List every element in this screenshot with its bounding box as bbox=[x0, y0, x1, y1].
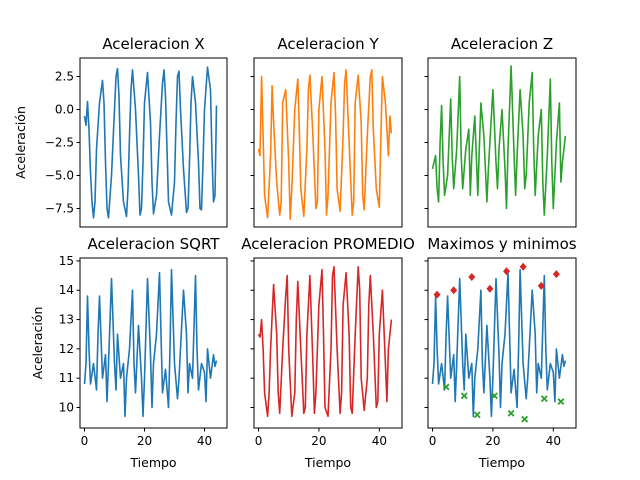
min-marker bbox=[473, 411, 481, 419]
min-marker bbox=[491, 392, 498, 400]
min-marker bbox=[540, 395, 548, 403]
x-axis-label: Tiempo bbox=[129, 455, 176, 470]
subplot-title: Aceleracion Z bbox=[451, 35, 553, 53]
series-line bbox=[83, 268, 218, 418]
y-axis-label: Aceleración bbox=[30, 307, 45, 380]
x-tick-label: 0 bbox=[255, 434, 263, 448]
max-marker bbox=[537, 281, 545, 290]
min-marker bbox=[507, 409, 515, 417]
x-tick-label: 20 bbox=[311, 434, 326, 448]
subplot-2: Aceleracion Y bbox=[250, 35, 403, 228]
subplot-5: 0 20 40 Aceleracion PROMEDIO Tiempo bbox=[241, 235, 415, 470]
subplot-title: Aceleracion X bbox=[102, 35, 204, 53]
max-marker bbox=[486, 284, 494, 293]
y-tick-label: 0.0 bbox=[55, 102, 74, 116]
y-tick-label: 11 bbox=[59, 371, 74, 385]
subplot-3: Aceleracion Z bbox=[424, 35, 577, 228]
subplot-title: Aceleracion PROMEDIO bbox=[241, 235, 415, 253]
x-tick-label: 20 bbox=[485, 434, 500, 448]
x-tick-label: 40 bbox=[372, 434, 387, 448]
y-tick-label: 2.5 bbox=[55, 69, 74, 83]
max-marker bbox=[450, 286, 458, 295]
subplot-title: Maximos y minimos bbox=[427, 235, 576, 253]
x-axis-label: Tiempo bbox=[478, 455, 525, 470]
series-line bbox=[431, 268, 567, 418]
y-axis-label: Aceleración bbox=[13, 106, 28, 179]
y-tick-label: 12 bbox=[59, 342, 74, 356]
axes-frame bbox=[427, 257, 577, 429]
series-line bbox=[257, 265, 393, 418]
subplot-4: 10 11 12 13 14 15 0 20 40 Aceleracion SQRT Tiempo A… bbox=[30, 235, 228, 470]
min-marker bbox=[521, 415, 529, 423]
axes-frame bbox=[79, 257, 228, 429]
y-tick-label: 13 bbox=[59, 313, 74, 327]
y-tick-label: −7.5 bbox=[45, 202, 74, 216]
x-tick-label: 0 bbox=[429, 434, 437, 448]
x-tick-label: 40 bbox=[197, 434, 212, 448]
min-marker bbox=[442, 383, 450, 391]
subplot-title: Aceleracion Y bbox=[277, 35, 379, 53]
max-marker bbox=[433, 290, 441, 299]
series-line bbox=[83, 66, 218, 219]
y-tick-label: 15 bbox=[59, 254, 74, 268]
min-marker bbox=[460, 392, 468, 400]
series-line bbox=[257, 69, 393, 220]
max-marker bbox=[503, 267, 511, 276]
x-tick-label: 40 bbox=[546, 434, 561, 448]
y-tick-label: −2.5 bbox=[45, 136, 74, 150]
max-marker bbox=[552, 270, 560, 279]
subplot-title: Aceleracion SQRT bbox=[88, 235, 221, 253]
y-tick-label: −5.0 bbox=[45, 169, 74, 183]
x-tick-label: 0 bbox=[81, 434, 89, 448]
max-marker bbox=[468, 273, 476, 282]
series-line bbox=[431, 65, 567, 216]
axes-frame bbox=[253, 257, 403, 429]
subplot-1: 2.5 0.0 −2.5 −5.0 −7.5 Aceleracion X Aceleraci… bbox=[13, 35, 228, 228]
y-tick-label: 14 bbox=[59, 283, 74, 297]
x-axis-label: Tiempo bbox=[304, 455, 351, 470]
y-tick-label: 10 bbox=[59, 400, 74, 414]
x-tick-label: 20 bbox=[137, 434, 152, 448]
min-marker bbox=[557, 398, 565, 406]
max-marker bbox=[519, 262, 527, 271]
subplot-6: 0 20 40 Maximos y minimos Tiempo bbox=[424, 235, 577, 470]
